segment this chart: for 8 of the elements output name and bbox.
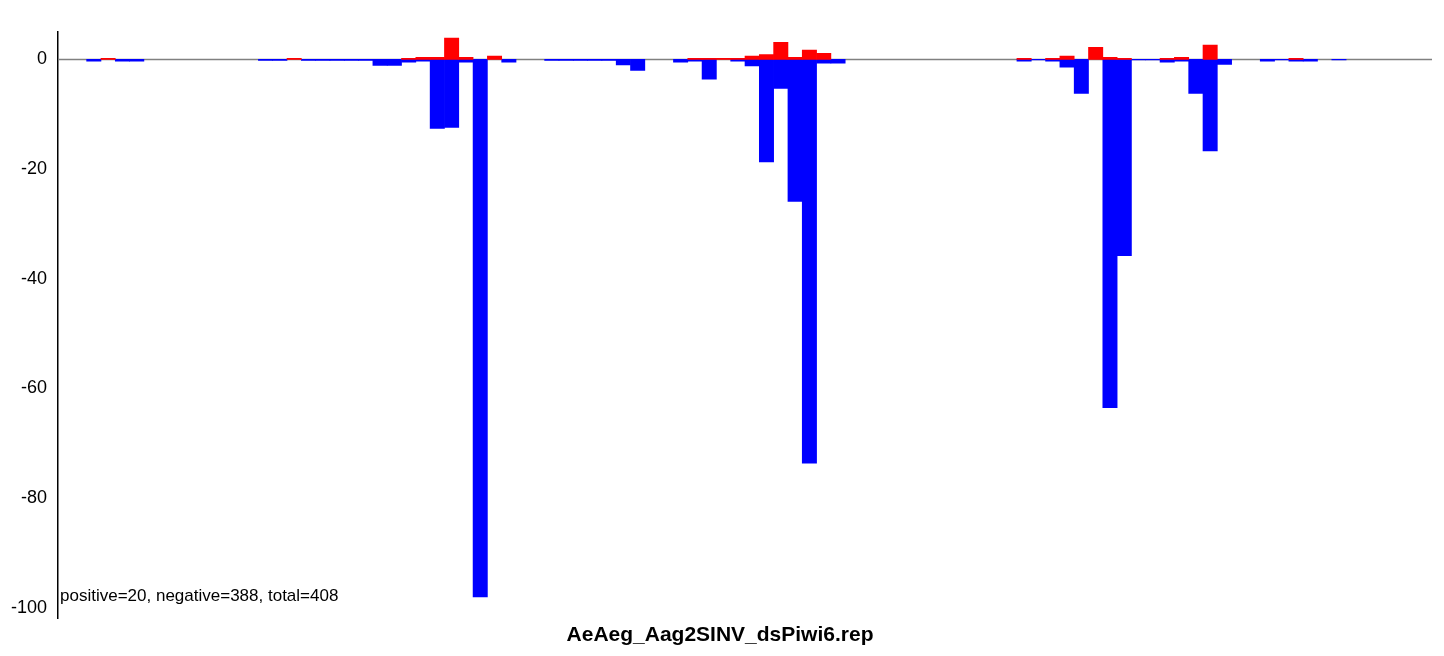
- y-tick-label: -100: [11, 596, 48, 617]
- y-tick-label: -80: [21, 487, 48, 508]
- annotation: positive=20, negative=388, total=408: [60, 585, 339, 605]
- y-tick-label: 0: [37, 48, 48, 69]
- y-tick-label: -40: [21, 267, 48, 288]
- text: AeAeg_Aag2SINV_dsPiwi6.rep: [566, 622, 874, 646]
- y-tick-label: -20: [21, 158, 48, 179]
- y-tick-label: -60: [21, 377, 48, 398]
